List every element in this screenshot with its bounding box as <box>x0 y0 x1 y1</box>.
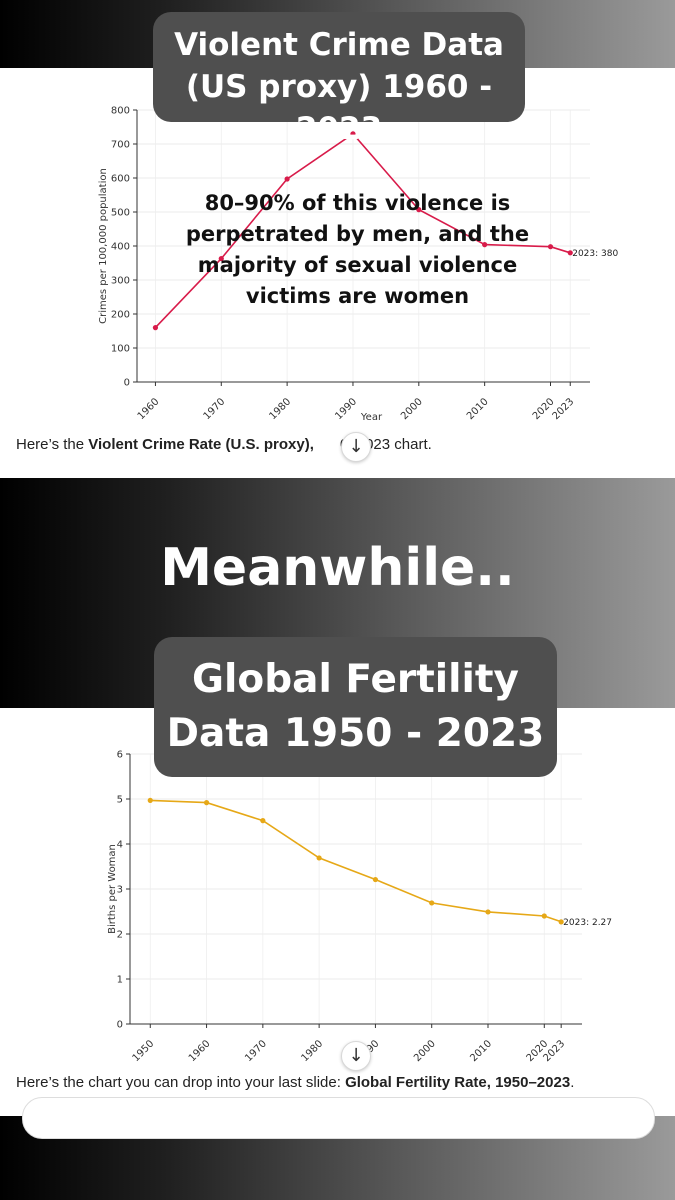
fertility-chart-title: Global Fertility Data 1950 - 2023 <box>154 637 557 777</box>
fertility-chart-caption: Here’s the chart you can drop into your … <box>16 1074 574 1091</box>
crime-ytick-label: 300 <box>111 276 130 287</box>
meanwhile-heading: Meanwhile.. <box>160 538 515 598</box>
crime-xtick-label: 2020 <box>531 396 557 422</box>
crime-x-axis-label: Year <box>360 412 383 423</box>
caption-prefix-2: Here’s the chart you can drop into your … <box>16 1074 346 1091</box>
fertility-data-point <box>429 900 435 906</box>
fertility-ytick-label: 0 <box>117 1020 123 1031</box>
fertility-xtick-label: 1950 <box>131 1038 157 1064</box>
crime-ytick-label: 500 <box>111 208 130 219</box>
crime-ytick-label: 400 <box>111 242 130 253</box>
fertility-data-point <box>372 876 379 883</box>
fertility-ytick-label: 3 <box>117 885 123 896</box>
crime-xtick-label: 2010 <box>465 396 491 422</box>
caption-prefix: Here’s the <box>16 436 89 453</box>
crime-data-point <box>547 244 554 250</box>
message-input-edge[interactable] <box>22 1097 655 1139</box>
crime-chart-title: Violent Crime Data (US proxy) 1960 - 202… <box>153 12 525 147</box>
fertility-ytick-label: 6 <box>117 750 123 761</box>
crime-series-line <box>154 132 571 329</box>
crime-ytick-label: 200 <box>111 310 130 321</box>
crime-xtick-label: 2000 <box>399 396 425 422</box>
fertility-data-point <box>541 913 547 919</box>
crime-xtick-label: 1980 <box>267 396 293 422</box>
caption-bold-2: Global Fertility Rate, 1950–2023 <box>345 1074 571 1091</box>
caption-bold: Violent Crime Rate (U.S. proxy), <box>88 436 319 453</box>
fertility-data-point <box>485 909 491 915</box>
crime-ytick-label: 0 <box>124 378 130 389</box>
crime-last-point-annotation: 2023: 380 <box>572 249 618 259</box>
crime-data-point <box>567 250 573 256</box>
fertility-ytick-label: 4 <box>117 840 123 851</box>
fertility-ytick-label: 2 <box>117 930 123 941</box>
fertility-data-point <box>316 855 322 861</box>
crime-data-point <box>416 207 422 213</box>
fertility-series-line <box>150 799 562 923</box>
fertility-data-point <box>147 797 153 803</box>
crime-data-point <box>350 131 356 137</box>
crime-y-axis-label: Crimes per 100,000 population <box>98 168 109 324</box>
fertility-y-axis-label: Births per Woman <box>107 844 118 934</box>
fertility-last-point-annotation: 2023: 2.27 <box>563 918 612 928</box>
fertility-xtick-label: 1980 <box>299 1038 325 1064</box>
crime-ytick-label: 100 <box>111 344 130 355</box>
crime-data-point <box>284 176 290 182</box>
fertility-xtick-label: 2010 <box>468 1038 494 1064</box>
crime-data-point <box>218 255 224 262</box>
fertility-xtick-label: 1970 <box>243 1038 269 1064</box>
crime-ytick-label: 800 <box>111 106 130 117</box>
crime-data-point <box>152 325 159 331</box>
caption-suffix-2: . <box>570 1074 575 1091</box>
fertility-xtick-label: 2000 <box>412 1038 438 1064</box>
crime-chart: 0 100 200 300 400 500 600 700 800 1960 1970 1980 199… <box>98 106 618 424</box>
crime-ytick-label: 600 <box>111 174 130 185</box>
fertility-ytick-label: 5 <box>117 795 123 806</box>
overlay-annotation-text: 80–90% of this violence is perpetrated b… <box>185 191 530 308</box>
crime-xtick-label: 1990 <box>333 396 359 422</box>
fertility-data-point <box>203 800 210 806</box>
crime-xtick-label: 1970 <box>202 396 228 422</box>
fertility-data-point <box>558 919 564 925</box>
scroll-down-arrow-icon-2[interactable]: ↓ <box>341 1041 371 1071</box>
crime-xtick-label: 2023 <box>551 396 577 422</box>
scroll-down-arrow-icon[interactable]: ↓ <box>341 432 371 462</box>
fertility-ytick-label: 1 <box>117 975 123 986</box>
crime-xtick-label: 1960 <box>136 396 162 422</box>
fertility-xtick-label: 1960 <box>187 1038 213 1064</box>
crime-ytick-label: 700 <box>111 140 130 151</box>
crime-chart-panel <box>0 68 675 478</box>
crime-data-point <box>482 242 488 248</box>
fertility-data-point <box>260 818 266 824</box>
